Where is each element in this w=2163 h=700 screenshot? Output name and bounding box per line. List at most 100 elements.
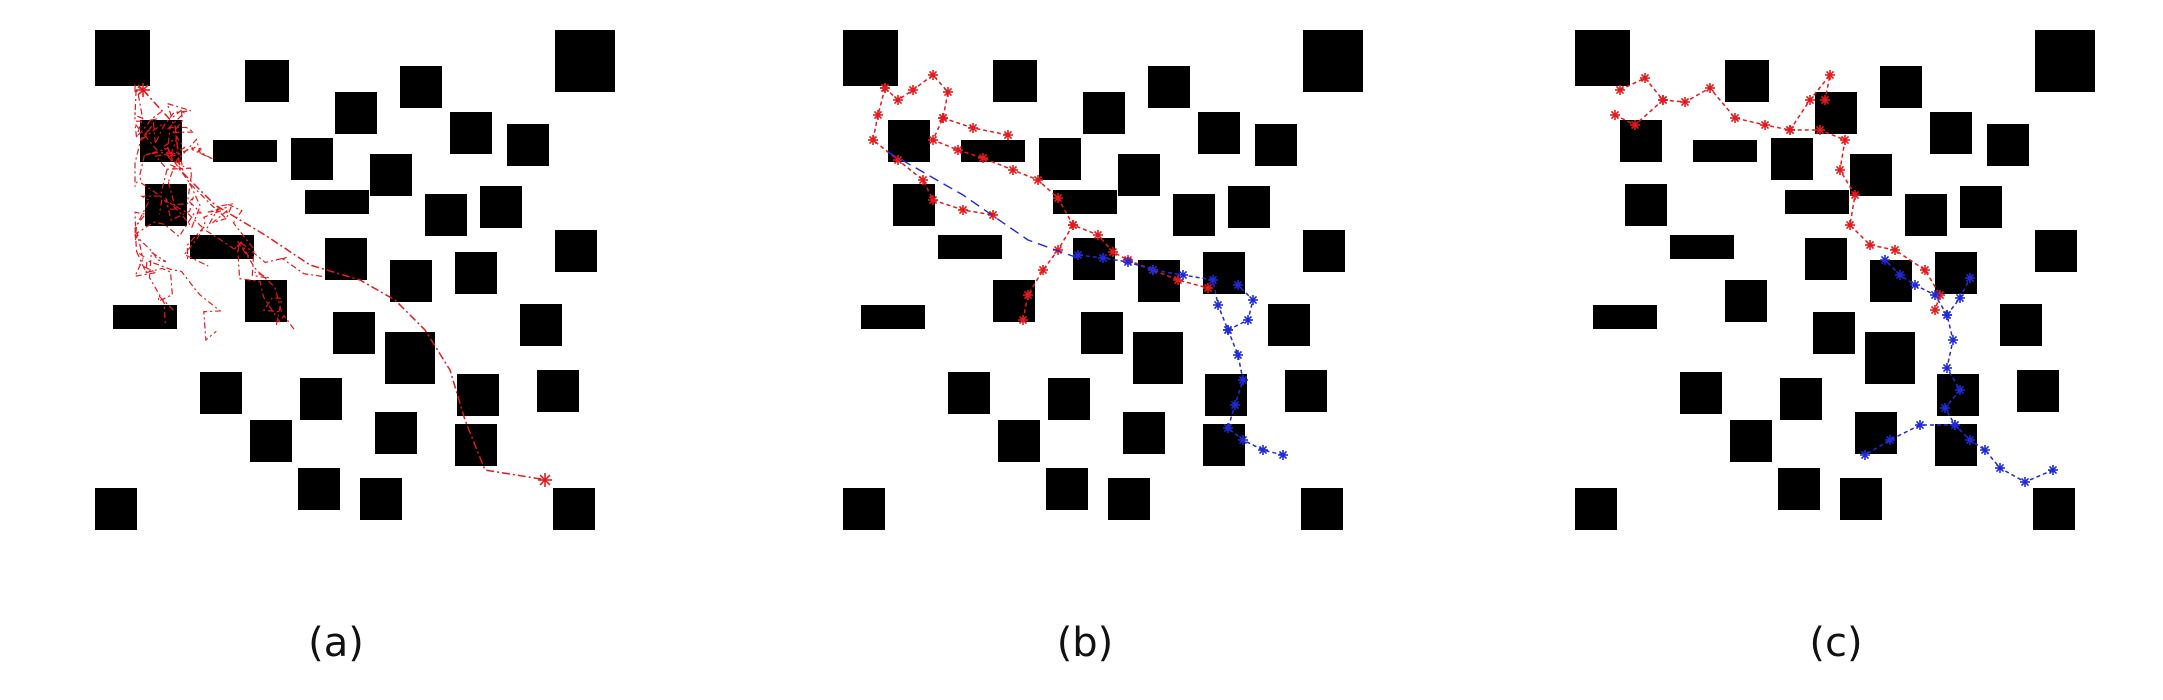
goal-tree-node (1248, 295, 1258, 305)
start-tree-node (1820, 95, 1830, 105)
obstacle (1123, 412, 1165, 454)
start-tree-node (1805, 95, 1815, 105)
goal-tree-node (1178, 270, 1188, 280)
goal-tree-node (1238, 375, 1248, 385)
obstacle (425, 194, 467, 236)
start-tree-node (928, 70, 938, 80)
start-tree-node (1705, 83, 1715, 93)
goal-tree-node (1123, 257, 1133, 267)
start-marker (136, 83, 150, 97)
goal-tree-node (1233, 350, 1243, 360)
tree-branch (186, 206, 228, 261)
start-tree-node (1835, 165, 1845, 175)
start-tree-node (928, 135, 938, 145)
connection-line (887, 151, 1079, 259)
start-tree (1619, 77, 1941, 311)
obstacle (1780, 378, 1822, 420)
obstacle (1148, 66, 1190, 108)
goal-tree-node (1238, 435, 1248, 445)
start-tree-node (1068, 220, 1078, 230)
obstacle (145, 184, 187, 226)
tree-branch (163, 181, 209, 267)
start-tree-node (928, 195, 938, 205)
obstacle (1778, 468, 1820, 510)
obstacle (1039, 138, 1081, 180)
obstacle (843, 488, 885, 530)
goal-tree-node (1930, 290, 1940, 300)
obstacle (1575, 488, 1617, 530)
obstacle (1048, 378, 1090, 420)
tree-branch (166, 126, 196, 168)
start-tree-node (873, 110, 883, 120)
obstacle (1198, 112, 1240, 154)
tree-branch (165, 108, 186, 158)
obstacle (400, 66, 442, 108)
goal-tree-node (1073, 250, 1083, 260)
tree-branch (205, 206, 281, 323)
start-tree-node (1053, 193, 1063, 203)
obstacle (1081, 312, 1123, 354)
obstacle (861, 305, 925, 329)
obstacle (1865, 332, 1915, 384)
obstacle (1670, 235, 1734, 259)
start-tree-node (1018, 315, 1028, 325)
obstacle (2017, 370, 2059, 412)
start-tree-node (943, 87, 953, 97)
obstacle (1203, 424, 1245, 466)
tree-branch (169, 138, 214, 166)
goal-tree-node (1955, 385, 1965, 395)
obstacle (1960, 186, 2002, 228)
tree-branch (134, 211, 147, 241)
obstacle (1118, 154, 1160, 196)
start-tree-node (968, 123, 978, 133)
obstacle (305, 190, 369, 214)
tree-branch (154, 102, 192, 144)
start-tree-node (1615, 85, 1625, 95)
start-tree-node (1610, 110, 1620, 120)
tree-branch (145, 267, 175, 312)
start-tree-node (1203, 283, 1213, 293)
obstacle (1575, 30, 1630, 86)
tree-branch (135, 174, 203, 259)
start-tree-node (880, 83, 890, 93)
goal-tree-node (1860, 450, 1870, 460)
tree-branch (237, 240, 297, 332)
obstacle (325, 238, 367, 280)
goal-tree-node (1950, 420, 1960, 430)
obstacle (1108, 478, 1150, 520)
obstacle (1046, 468, 1088, 510)
start-tree-node (893, 95, 903, 105)
obstacle (1593, 305, 1657, 329)
obstacle (480, 186, 522, 228)
goal-tree-node (2020, 477, 2030, 487)
obstacle (1930, 112, 1972, 154)
obstacle (1268, 304, 1310, 346)
obstacle (1725, 60, 1769, 102)
obstacle (375, 412, 417, 454)
obstacle (553, 488, 595, 530)
obstacle (520, 304, 562, 346)
start-tree-node (1825, 70, 1835, 80)
goal-tree-node (1880, 255, 1890, 265)
goal-tree-node (1955, 293, 1965, 303)
obstacle (1680, 372, 1722, 414)
goal-tree-node (1208, 275, 1218, 285)
start-tree-node (953, 145, 963, 155)
start-tree-node (1930, 305, 1940, 315)
obstacle (360, 478, 402, 520)
obstacle (190, 235, 254, 259)
goal-tree-node (1223, 423, 1233, 433)
goal-tree-node (1940, 403, 1950, 413)
tree-branch (154, 152, 193, 175)
goal-tree-node (1885, 435, 1895, 445)
obstacle (370, 154, 412, 196)
start-tree-node (1680, 97, 1690, 107)
obstacle (2000, 304, 2042, 346)
panel-a (95, 30, 615, 530)
start-tree-node (1890, 245, 1900, 255)
obstacle (2035, 30, 2095, 92)
start-tree-node (1008, 165, 1018, 175)
obstacle (457, 374, 499, 416)
start-tree-node (918, 175, 928, 185)
